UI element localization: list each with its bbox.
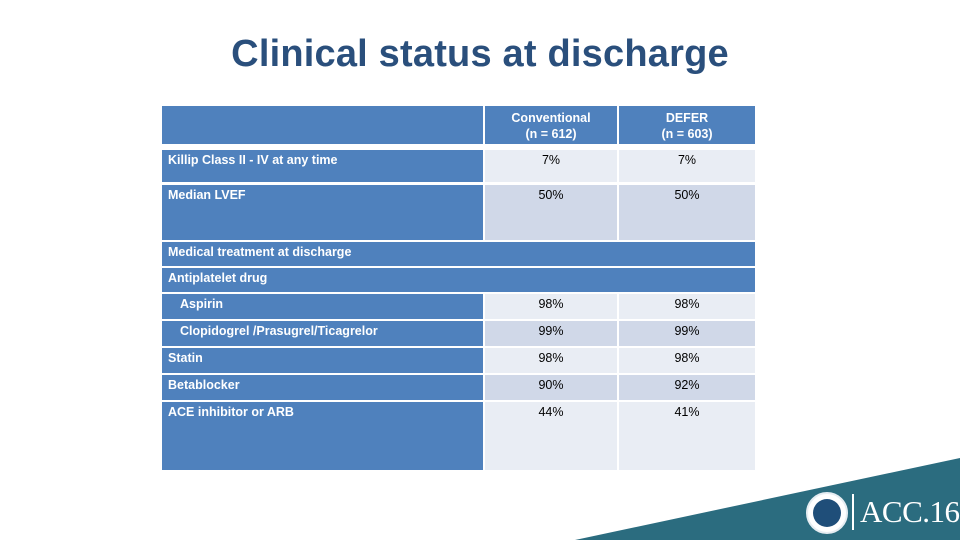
table-section-row: Medical treatment at discharge bbox=[162, 242, 755, 266]
table-row: Clopidogrel /Prasugrel/Ticagrelor 99% 99… bbox=[162, 321, 755, 346]
table-row: ACE inhibitor or ARB 44% 41% bbox=[162, 402, 755, 470]
row-label: Aspirin bbox=[162, 294, 485, 319]
acc-seal-icon bbox=[806, 492, 848, 534]
row-label: ACE inhibitor or ARB bbox=[162, 402, 485, 470]
defer-value: 99% bbox=[619, 321, 755, 346]
table-row: Betablocker 90% 92% bbox=[162, 375, 755, 400]
logo-text: ACC.16 bbox=[860, 494, 960, 529]
defer-value: 98% bbox=[619, 348, 755, 373]
teal-band-shape bbox=[575, 458, 960, 540]
row-label: Statin bbox=[162, 348, 485, 373]
conventional-value: 44% bbox=[485, 402, 619, 470]
table-row: Statin 98% 98% bbox=[162, 348, 755, 373]
header-empty-cell bbox=[162, 106, 485, 144]
conventional-value: 90% bbox=[485, 375, 619, 400]
slide-title: Clinical status at discharge bbox=[231, 33, 729, 75]
header-defer: DEFER (n = 603) bbox=[619, 106, 755, 144]
row-label: Clopidogrel /Prasugrel/Ticagrelor bbox=[162, 321, 485, 346]
conventional-value: 50% bbox=[485, 185, 619, 240]
table-row: Killip Class II - IV at any time 7% 7% bbox=[162, 150, 755, 182]
defer-value: 7% bbox=[619, 150, 755, 182]
header-defer-label: DEFER bbox=[665, 111, 709, 125]
header-defer-n: (n = 603) bbox=[661, 127, 713, 141]
section-label: Medical treatment at discharge bbox=[162, 242, 755, 266]
table-section-row: Antiplatelet drug bbox=[162, 268, 755, 292]
acc-logo: ACC.16 bbox=[800, 490, 960, 534]
header-conventional: Conventional (n = 612) bbox=[485, 106, 619, 144]
defer-value: 50% bbox=[619, 185, 755, 240]
conventional-value: 98% bbox=[485, 294, 619, 319]
conventional-value: 99% bbox=[485, 321, 619, 346]
table-header-row: Conventional (n = 612) DEFER (n = 603) bbox=[162, 106, 755, 144]
conventional-value: 7% bbox=[485, 150, 619, 182]
defer-value: 92% bbox=[619, 375, 755, 400]
header-conventional-label: Conventional bbox=[511, 111, 591, 125]
header-conventional-n: (n = 612) bbox=[525, 127, 577, 141]
seal-center bbox=[813, 499, 841, 527]
logo-divider bbox=[852, 494, 854, 530]
defer-value: 98% bbox=[619, 294, 755, 319]
section-label: Antiplatelet drug bbox=[162, 268, 755, 292]
table-row: Aspirin 98% 98% bbox=[162, 294, 755, 319]
defer-value: 41% bbox=[619, 402, 755, 470]
conventional-value: 98% bbox=[485, 348, 619, 373]
row-label: Killip Class II - IV at any time bbox=[162, 150, 485, 182]
row-label: Median LVEF bbox=[162, 185, 485, 240]
row-label: Betablocker bbox=[162, 375, 485, 400]
table-row: Median LVEF 50% 50% bbox=[162, 185, 755, 240]
